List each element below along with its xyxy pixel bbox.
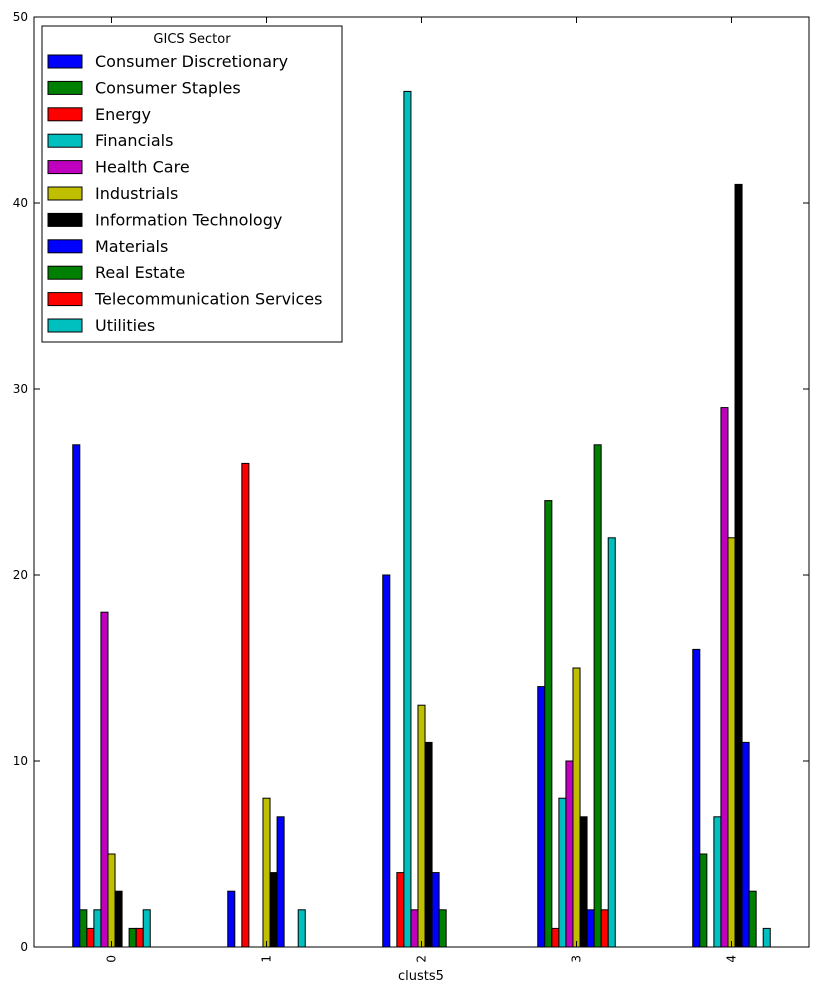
bar-materials-cluster-3 xyxy=(586,909,595,948)
legend-swatch xyxy=(47,107,83,122)
legend-label: Health Care xyxy=(95,158,190,177)
legend-label: Consumer Staples xyxy=(95,78,241,97)
legend-swatch xyxy=(47,54,83,69)
bar-financials-cluster-3 xyxy=(558,797,567,948)
bar-industrials-cluster-0 xyxy=(107,853,116,948)
x-tick-label: 2 xyxy=(415,955,429,963)
x-tick-label: 3 xyxy=(570,955,584,963)
y-tick-label: 30 xyxy=(13,382,28,396)
bar-information-technology-cluster-2 xyxy=(424,741,433,948)
legend: GICS Sector Consumer DiscretionaryConsum… xyxy=(41,25,343,343)
bar-utilities-cluster-0 xyxy=(142,909,151,948)
legend-label: Real Estate xyxy=(95,263,185,282)
bar-industrials-cluster-1 xyxy=(262,797,271,948)
legend-swatch xyxy=(47,133,83,148)
x-tick-label: 1 xyxy=(260,955,274,963)
bar-information-technology-cluster-0 xyxy=(114,890,123,948)
bar-energy-cluster-1 xyxy=(241,462,250,948)
bar-materials-cluster-1 xyxy=(276,816,285,948)
legend-items: Consumer Discretionary Consumer Staples En… xyxy=(47,52,322,335)
bar-consumer-discretionary-cluster-0 xyxy=(72,444,81,948)
bar-consumer-staples-cluster-3 xyxy=(544,500,553,948)
legend-label: Energy xyxy=(95,105,151,124)
bar-utilities-cluster-4 xyxy=(762,927,771,948)
x-axis: 0 1 2 3 4 xyxy=(105,17,739,963)
bar-financials-cluster-2 xyxy=(403,90,412,948)
x-tick-label: 4 xyxy=(725,955,739,963)
legend-swatch xyxy=(47,186,83,201)
bar-materials-cluster-2 xyxy=(431,872,440,948)
y-tick-label: 0 xyxy=(20,940,28,954)
legend-swatch xyxy=(47,160,83,175)
y-tick-label: 50 xyxy=(13,10,28,24)
x-axis-label: clusts5 xyxy=(398,969,444,984)
bar-consumer-staples-cluster-0 xyxy=(79,909,88,948)
y-tick-label: 20 xyxy=(13,568,28,582)
bars-group xyxy=(72,90,771,948)
x-tick-label: 0 xyxy=(105,955,119,963)
legend-title: GICS Sector xyxy=(153,32,231,47)
bar-health-care-cluster-3 xyxy=(565,760,574,948)
bar-health-care-cluster-2 xyxy=(410,909,419,948)
legend-label: Utilities xyxy=(95,316,155,335)
legend-label: Industrials xyxy=(95,184,178,203)
bar-consumer-discretionary-cluster-3 xyxy=(537,686,546,948)
bar-information-technology-cluster-3 xyxy=(579,816,588,948)
bar-industrials-cluster-2 xyxy=(417,704,426,948)
bar-materials-cluster-4 xyxy=(741,741,750,948)
bar-information-technology-cluster-1 xyxy=(269,872,278,948)
legend-label: Materials xyxy=(95,237,168,256)
bar-consumer-discretionary-cluster-4 xyxy=(692,648,701,948)
bar-consumer-discretionary-cluster-2 xyxy=(382,574,391,948)
y-tick-label: 40 xyxy=(13,196,28,210)
legend-swatch xyxy=(47,292,83,307)
bar-consumer-staples-cluster-4 xyxy=(699,853,708,948)
bar-energy-cluster-0 xyxy=(86,927,95,948)
bar-telecommunication-services-cluster-3 xyxy=(600,909,609,948)
bar-energy-cluster-3 xyxy=(551,927,560,948)
bar-real-estate-cluster-4 xyxy=(748,890,757,948)
legend-swatch xyxy=(47,212,83,227)
bar-energy-cluster-2 xyxy=(396,872,405,948)
bar-consumer-discretionary-cluster-1 xyxy=(227,890,236,948)
bar-real-estate-cluster-0 xyxy=(128,927,137,948)
bar-real-estate-cluster-3 xyxy=(593,444,602,948)
y-tick-label: 10 xyxy=(13,754,28,768)
bar-health-care-cluster-4 xyxy=(720,407,729,948)
y-axis: 0 10 20 30 40 50 xyxy=(13,10,809,954)
legend-swatch xyxy=(47,318,83,333)
bar-industrials-cluster-4 xyxy=(727,537,736,948)
legend-label: Financials xyxy=(95,131,173,150)
legend-label: Consumer Discretionary xyxy=(95,52,288,71)
bar-utilities-cluster-1 xyxy=(297,909,306,948)
legend-swatch xyxy=(47,80,83,95)
legend-swatch xyxy=(47,239,83,254)
legend-label: Telecommunication Services xyxy=(94,290,322,309)
bar-financials-cluster-0 xyxy=(93,909,102,948)
bar-information-technology-cluster-4 xyxy=(734,183,743,948)
legend-swatch xyxy=(47,265,83,280)
bar-real-estate-cluster-2 xyxy=(438,909,447,948)
bar-health-care-cluster-0 xyxy=(100,611,109,948)
bar-industrials-cluster-3 xyxy=(572,667,581,948)
legend-label: Information Technology xyxy=(95,210,282,229)
bar-telecommunication-services-cluster-0 xyxy=(135,927,144,948)
bar-financials-cluster-4 xyxy=(713,816,722,948)
bar-utilities-cluster-3 xyxy=(607,537,616,948)
legend-frame xyxy=(41,25,343,343)
